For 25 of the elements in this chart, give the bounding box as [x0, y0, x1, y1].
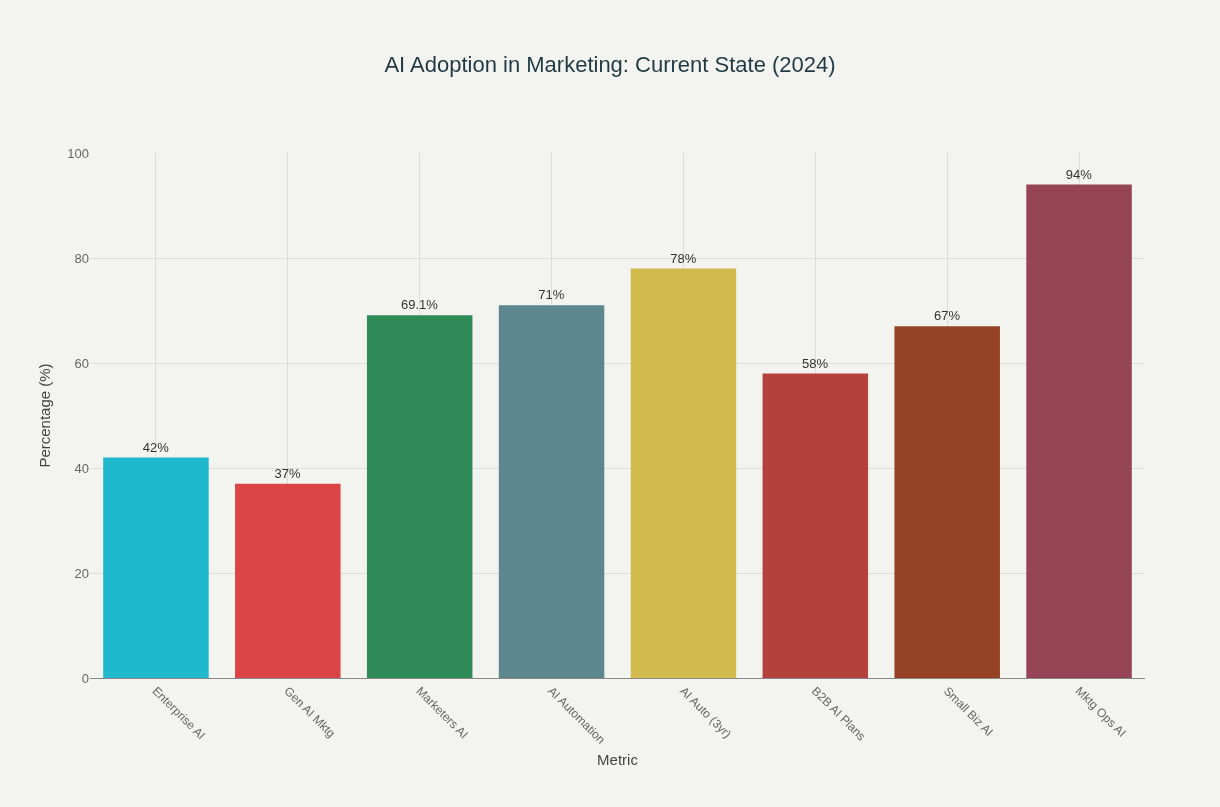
y-tick-label: 60 — [74, 355, 89, 371]
data-label: 67% — [933, 308, 961, 324]
bar — [894, 326, 1000, 678]
y-tick-label: 20 — [74, 565, 89, 581]
data-label: 42% — [142, 439, 170, 455]
bar — [103, 457, 209, 678]
data-label: 37% — [274, 465, 302, 481]
data-label: 69.1% — [401, 297, 439, 313]
bar — [366, 315, 473, 678]
data-label: 71% — [538, 287, 565, 303]
y-tick-label: 0 — [81, 670, 89, 686]
y-tick-label: 80 — [74, 250, 89, 266]
chart-title: AI Adoption in Marketing: Current State (2024) — [384, 51, 836, 77]
bar — [762, 373, 869, 678]
bar — [235, 483, 341, 678]
data-label: 58% — [802, 355, 829, 371]
bar — [630, 268, 737, 678]
bar — [1026, 184, 1132, 678]
x-axis-title: Metric — [597, 750, 639, 768]
y-tick-label: 40 — [74, 460, 89, 476]
y-axis-title: Percentage (%) — [36, 363, 53, 468]
y-tick-label: 100 — [67, 145, 89, 161]
data-label: 94% — [1065, 166, 1093, 182]
bar — [498, 305, 605, 678]
data-label: 78% — [670, 250, 697, 266]
